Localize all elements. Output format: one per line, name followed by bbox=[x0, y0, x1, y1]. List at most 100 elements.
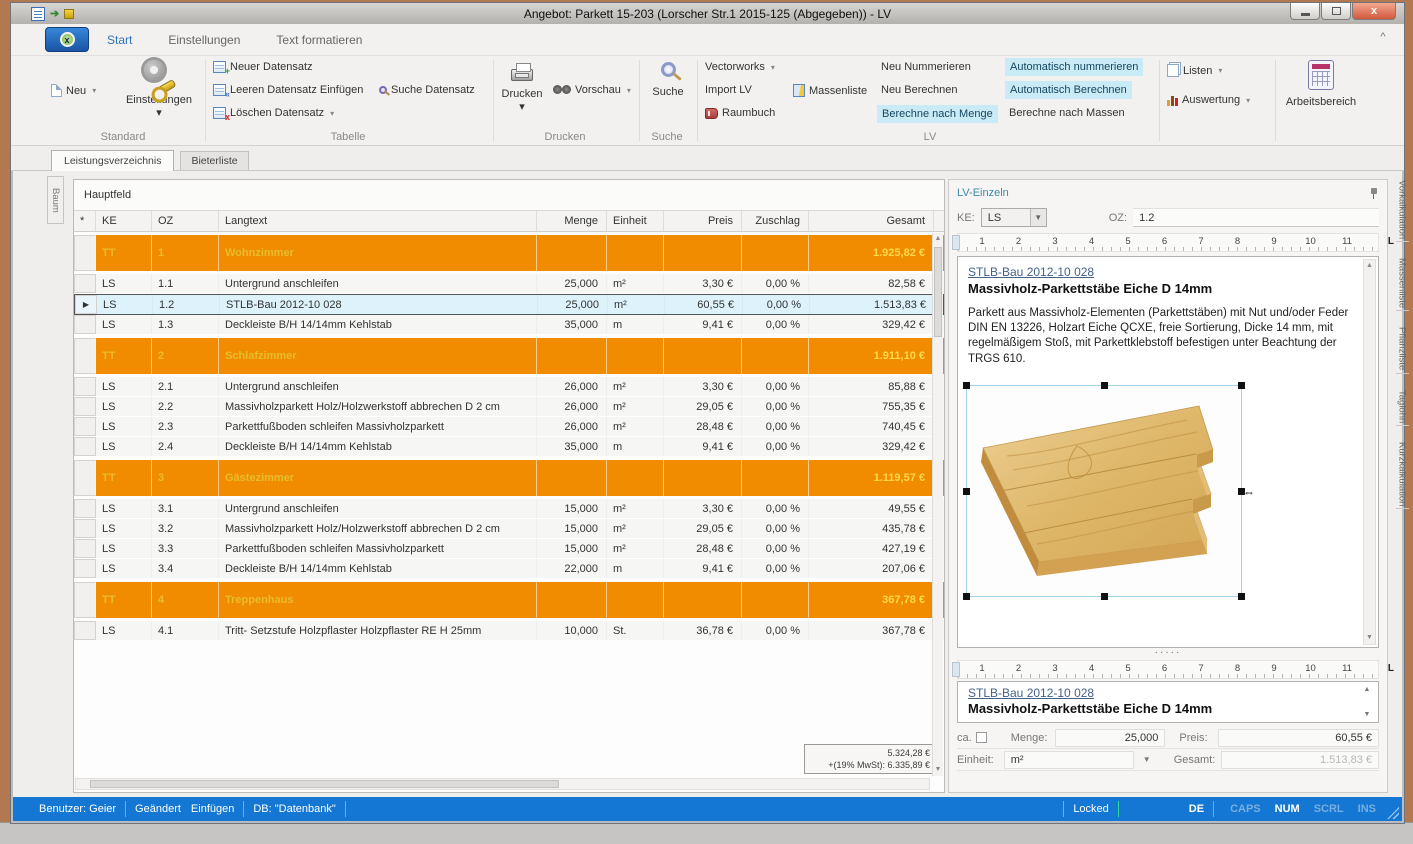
horizontal-scrollbar[interactable] bbox=[75, 778, 930, 790]
scroll-up-icon[interactable]: ▲ bbox=[1363, 686, 1371, 693]
right-tab-massenliste[interactable]: Massenliste bbox=[1395, 256, 1409, 312]
table-view-icon[interactable] bbox=[31, 6, 45, 21]
tab-einstellungen[interactable]: Einstellungen bbox=[168, 32, 241, 47]
splitter-dots[interactable]: ····· bbox=[1154, 647, 1182, 658]
table-row[interactable]: LS 1.1 Untergrund anschleifen 25,000 m² 3,30 … bbox=[74, 274, 944, 294]
auswertung-button[interactable]: Auswertung ▾ bbox=[1167, 94, 1250, 106]
right-tab-pflanzliste[interactable]: Pflanzliste bbox=[1395, 325, 1409, 374]
chevron-down-icon[interactable]: ▼ bbox=[1142, 755, 1151, 764]
tab-stop-icon[interactable]: L bbox=[1387, 663, 1394, 674]
automatisch-berechnen-button[interactable]: Automatisch Berechnen bbox=[1005, 81, 1132, 99]
titlebar[interactable]: Angebot: Parkett 15-203 (Lorscher Str.1 … bbox=[11, 3, 1404, 24]
selection-handle[interactable] bbox=[963, 593, 970, 600]
column-header[interactable]: KE bbox=[96, 211, 152, 231]
tab-text-formatieren[interactable]: Text formatieren bbox=[276, 32, 363, 47]
scroll-down-icon[interactable]: ▼ bbox=[1363, 711, 1371, 718]
table-row[interactable]: TT 4 Treppenhaus 367,78 € bbox=[74, 582, 944, 618]
einstellungen-button[interactable]: Einstellungen▾ bbox=[123, 60, 195, 119]
vorschau-button[interactable]: Vorschau ▾ bbox=[553, 84, 631, 96]
ca-checkbox[interactable] bbox=[975, 732, 987, 743]
ribbon-collapse-button[interactable]: ^ bbox=[1380, 31, 1386, 43]
editor-scrollbar[interactable]: ▲ ▼ bbox=[1363, 259, 1376, 645]
table-row[interactable]: LS 2.4 Deckleiste B/H 14/14mm Kehlstab 35,0… bbox=[74, 437, 944, 457]
app-menu-button[interactable]: x bbox=[45, 27, 89, 52]
column-header[interactable]: OZ bbox=[152, 211, 219, 231]
listen-button[interactable]: Listen ▾ bbox=[1167, 64, 1222, 77]
neu-button[interactable]: Neu ▾ bbox=[51, 84, 96, 97]
table-row[interactable]: TT 2 Schlafzimmer 1.911,10 € bbox=[74, 338, 944, 374]
selection-handle[interactable] bbox=[1101, 382, 1108, 389]
column-header[interactable]: Gesamt bbox=[809, 211, 934, 231]
tab-bieterliste[interactable]: Bieterliste bbox=[180, 151, 249, 170]
selection-handle[interactable] bbox=[1101, 593, 1108, 600]
table-row[interactable]: LS 3.4 Deckleiste B/H 14/14mm Kehlstab 22,0… bbox=[74, 559, 944, 579]
loeschen-datensatz-button[interactable]: x Löschen Datensatz ▾ bbox=[213, 107, 334, 122]
scroll-down-icon[interactable]: ▼ bbox=[934, 766, 942, 773]
stlb-link[interactable]: STLB-Bau 2012-10 028 bbox=[968, 686, 1095, 700]
quick-tool-icon[interactable] bbox=[64, 8, 75, 19]
suche-datensatz-button[interactable]: Suche Datensatz bbox=[379, 84, 475, 96]
column-header[interactable]: * bbox=[74, 211, 96, 231]
shorttext-block[interactable]: STLB-Bau 2012-10 028 Massivholz-Parketts… bbox=[957, 681, 1379, 723]
table-row[interactable]: LS 3.1 Untergrund anschleifen 15,000 m² 3,30 … bbox=[74, 499, 944, 519]
indent-marker[interactable] bbox=[952, 662, 960, 677]
neu-nummerieren-button[interactable]: Neu Nummerieren bbox=[881, 61, 971, 73]
right-tab-taglohn[interactable]: Taglohn bbox=[1395, 388, 1409, 426]
einheit-select[interactable]: m² ▼ bbox=[1003, 750, 1151, 769]
leeren-datensatz-button[interactable]: « Leeren Datensatz Einfügen bbox=[213, 84, 363, 99]
resize-grip[interactable] bbox=[1387, 807, 1399, 819]
scrollbar-thumb[interactable] bbox=[934, 247, 942, 337]
parquet-image[interactable]: ⇔ bbox=[963, 382, 1255, 600]
close-button[interactable]: x bbox=[1352, 3, 1396, 20]
indent-marker[interactable] bbox=[952, 235, 960, 250]
right-tab-kurzkalkulation[interactable]: Kurzkalkulation bbox=[1395, 440, 1409, 510]
selection-handle[interactable] bbox=[1238, 593, 1245, 600]
drucken-button[interactable]: Drucken ▾ bbox=[499, 60, 545, 113]
table-row[interactable]: LS 1.3 Deckleiste B/H 14/14mm Kehlstab 35,0… bbox=[74, 315, 944, 335]
table-row[interactable]: LS 2.1 Untergrund anschleifen 26,000 m² 3,30 … bbox=[74, 377, 944, 397]
vertical-scrollbar[interactable]: ▲ ▼ bbox=[932, 233, 943, 776]
scroll-down-icon[interactable]: ▼ bbox=[1366, 634, 1373, 641]
stlb-link[interactable]: STLB-Bau 2012-10 028 bbox=[968, 265, 1095, 279]
scroll-up-icon[interactable]: ▲ bbox=[934, 235, 942, 242]
berechne-nach-menge-button[interactable]: Berechne nach Menge bbox=[877, 105, 998, 123]
minimize-button[interactable] bbox=[1290, 3, 1320, 20]
table-row[interactable]: LS 3.2 Massivholzparkett Holz/Holzwerkstof… bbox=[74, 519, 944, 539]
tab-leistungsverzeichnis[interactable]: Leistungsverzeichnis bbox=[51, 150, 175, 171]
massenliste-button[interactable]: Massenliste bbox=[793, 84, 867, 97]
selection-handle[interactable] bbox=[963, 382, 970, 389]
scroll-up-icon[interactable]: ▲ bbox=[1366, 262, 1373, 269]
selection-handle[interactable] bbox=[1238, 488, 1245, 495]
selection-handle[interactable] bbox=[963, 488, 970, 495]
neuer-datensatz-button[interactable]: + Neuer Datensatz bbox=[213, 61, 313, 76]
menge-input[interactable]: 25,000 bbox=[1055, 728, 1166, 747]
table-row[interactable]: ▶ LS 1.2 STLB-Bau 2012-10 028 25,000 m² 60,55 … bbox=[74, 294, 944, 315]
column-header[interactable]: Einheit bbox=[607, 211, 664, 231]
table-row[interactable]: LS 2.2 Massivholzparkett Holz/Holzwerkstof… bbox=[74, 397, 944, 417]
arbeitsbereich-button[interactable]: Arbeitsbereich bbox=[1283, 60, 1359, 108]
right-tab-vorkalkulation[interactable]: Vorkalkulation bbox=[1395, 178, 1409, 243]
pin-icon[interactable] bbox=[1369, 187, 1379, 199]
table-row[interactable]: LS 2.3 Parkettfußboden schleifen Massivhol… bbox=[74, 417, 944, 437]
vectorworks-button[interactable]: Vectorworks ▾ bbox=[705, 61, 775, 73]
table-row[interactable]: LS 3.3 Parkettfußboden schleifen Massivhol… bbox=[74, 539, 944, 559]
preis-input[interactable]: 60,55 € bbox=[1217, 728, 1379, 747]
scroll-spinner[interactable]: ▲ ▼ bbox=[1360, 686, 1374, 718]
ke-select[interactable]: LS ▼ bbox=[980, 208, 1047, 227]
chevron-down-icon[interactable]: ▼ bbox=[1029, 209, 1046, 226]
tab-start[interactable]: Start bbox=[107, 32, 133, 47]
scrollbar-thumb[interactable] bbox=[90, 780, 560, 788]
neu-berechnen-button[interactable]: Neu Berechnen bbox=[881, 84, 958, 96]
sidebar-tab-baum[interactable]: Baum bbox=[47, 176, 64, 224]
automatisch-nummerieren-button[interactable]: Automatisch nummerieren bbox=[1005, 58, 1144, 76]
column-header[interactable]: Langtext bbox=[219, 211, 537, 231]
column-header[interactable]: Menge bbox=[537, 211, 607, 231]
selection-handle[interactable] bbox=[1238, 382, 1245, 389]
maximize-button[interactable] bbox=[1321, 3, 1351, 20]
table-row[interactable]: TT 1 Wohnzimmer 1.925,82 € bbox=[74, 235, 944, 271]
longtext-editor[interactable]: STLB-Bau 2012-10 028 Massivholz-Parketts… bbox=[957, 256, 1379, 648]
berechne-nach-massen-button[interactable]: Berechne nach Massen bbox=[1009, 107, 1125, 119]
column-header[interactable]: Zuschlag bbox=[742, 211, 809, 231]
table-row[interactable]: LS 4.1 Tritt- Setzstufe Holzpflaster Holzp… bbox=[74, 621, 944, 641]
tab-stop-icon[interactable]: L bbox=[1387, 236, 1394, 247]
